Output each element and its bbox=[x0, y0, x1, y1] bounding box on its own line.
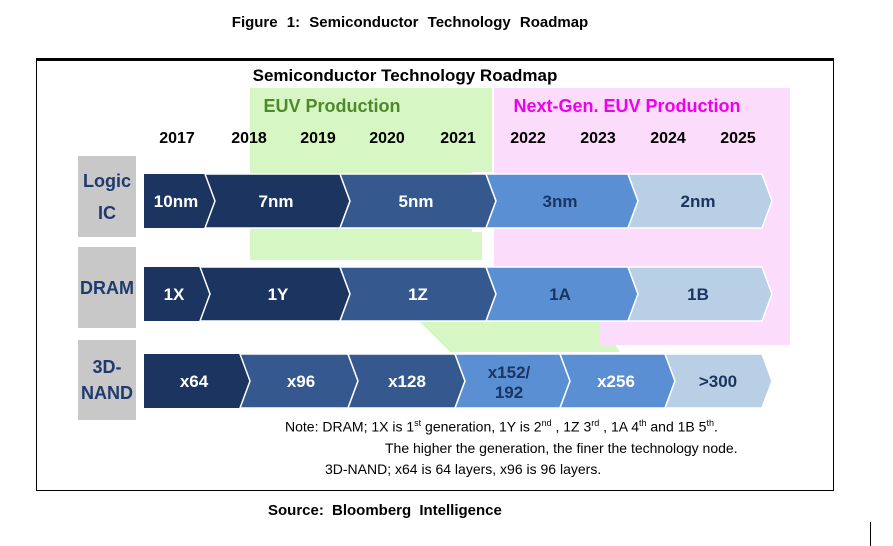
segment-label: x152/ bbox=[488, 363, 531, 382]
row-label-nand-line1: 3D- bbox=[92, 357, 121, 377]
year-label: 2022 bbox=[510, 130, 546, 147]
segment-label: 5nm bbox=[399, 192, 434, 211]
next-gen-phase-label: Next-Gen. EUV Production bbox=[513, 96, 740, 116]
row-label-logic-line1: Logic bbox=[83, 171, 131, 191]
segment-arrow bbox=[663, 353, 773, 409]
dram-row: 1X 1Y 1Z 1A 1B bbox=[144, 266, 773, 322]
euv-phase-lower-band bbox=[420, 322, 620, 352]
year-axis: 2017 2018 2019 2020 2021 2022 2023 2024 … bbox=[159, 130, 756, 147]
note-text: Note: DRAM; 1X is 1 bbox=[285, 418, 415, 435]
segment-arrow bbox=[144, 267, 210, 321]
note-sup: th bbox=[638, 418, 647, 428]
figure-frame bbox=[36, 58, 834, 491]
note-text: . bbox=[713, 418, 718, 435]
segment-label: x128 bbox=[388, 372, 426, 391]
note-line-2: The higher the generation, the finer the… bbox=[385, 440, 738, 456]
chart-title: Semiconductor Technology Roadmap bbox=[253, 66, 558, 85]
euv-phase-label: EUV Production bbox=[263, 96, 400, 116]
segment-arrow bbox=[626, 266, 773, 322]
row-label-box-logic bbox=[78, 156, 136, 237]
figure-title: Figure 1: Semiconductor Technology Roadm… bbox=[231, 14, 589, 31]
row-label-dram: DRAM bbox=[80, 278, 134, 298]
note-sup: nd bbox=[541, 418, 552, 428]
source-caption: Source: Bloomberg Intelligence bbox=[268, 502, 502, 519]
row-label-logic-line2: IC bbox=[98, 203, 116, 223]
note-text: , 1Z 3 bbox=[551, 418, 592, 435]
logic-row: 10nm 7nm 5nm 3nm 2nm bbox=[144, 173, 773, 229]
note-line-1: Note: DRAM; 1X is 1st generation, 1Y is … bbox=[285, 418, 718, 435]
row-label-box-dram bbox=[78, 247, 136, 328]
segment-label: 3nm bbox=[543, 192, 578, 211]
segment-label: x64 bbox=[180, 372, 209, 391]
year-label: 2024 bbox=[650, 130, 686, 147]
nand-row: x64 x96 x128 x152/ 192 x256 >300 bbox=[144, 353, 773, 409]
segment-label: 192 bbox=[495, 383, 523, 402]
segment-label: 7nm bbox=[259, 192, 294, 211]
note-text: and 1B 5 bbox=[646, 418, 707, 435]
segment-label: x256 bbox=[597, 372, 635, 391]
segment-label: 1Y bbox=[268, 285, 289, 304]
year-label: 2017 bbox=[159, 130, 195, 147]
year-label: 2019 bbox=[300, 130, 336, 147]
segment-label: 2nm bbox=[681, 192, 716, 211]
year-label: 2025 bbox=[720, 130, 756, 147]
year-label: 2023 bbox=[580, 130, 616, 147]
segment-label: x96 bbox=[287, 372, 315, 391]
segment-label: 1X bbox=[164, 285, 185, 304]
note-text: generation, 1Y is 2 bbox=[421, 418, 542, 435]
note-line-3: 3D-NAND; x64 is 64 layers, x96 is 96 lay… bbox=[325, 461, 602, 477]
year-label: 2018 bbox=[231, 130, 267, 147]
edge-mark bbox=[870, 522, 871, 546]
note-sup: st bbox=[414, 418, 422, 428]
segment-arrow bbox=[144, 354, 250, 408]
segment-label: 1Z bbox=[408, 285, 428, 304]
year-label: 2021 bbox=[440, 130, 476, 147]
note-sup: rd bbox=[591, 418, 600, 428]
year-label: 2020 bbox=[369, 130, 405, 147]
note-text: , 1A 4 bbox=[599, 418, 639, 435]
note-sup: th bbox=[706, 418, 714, 428]
segment-label: 1A bbox=[549, 285, 571, 304]
segment-arrow bbox=[144, 174, 215, 228]
segment-label: 1B bbox=[687, 285, 709, 304]
segment-arrow bbox=[626, 173, 773, 229]
row-label-nand-line2: NAND bbox=[81, 383, 133, 403]
row-label-box-nand bbox=[78, 340, 136, 420]
segment-label: >300 bbox=[699, 372, 737, 391]
segment-label: 10nm bbox=[154, 192, 198, 211]
